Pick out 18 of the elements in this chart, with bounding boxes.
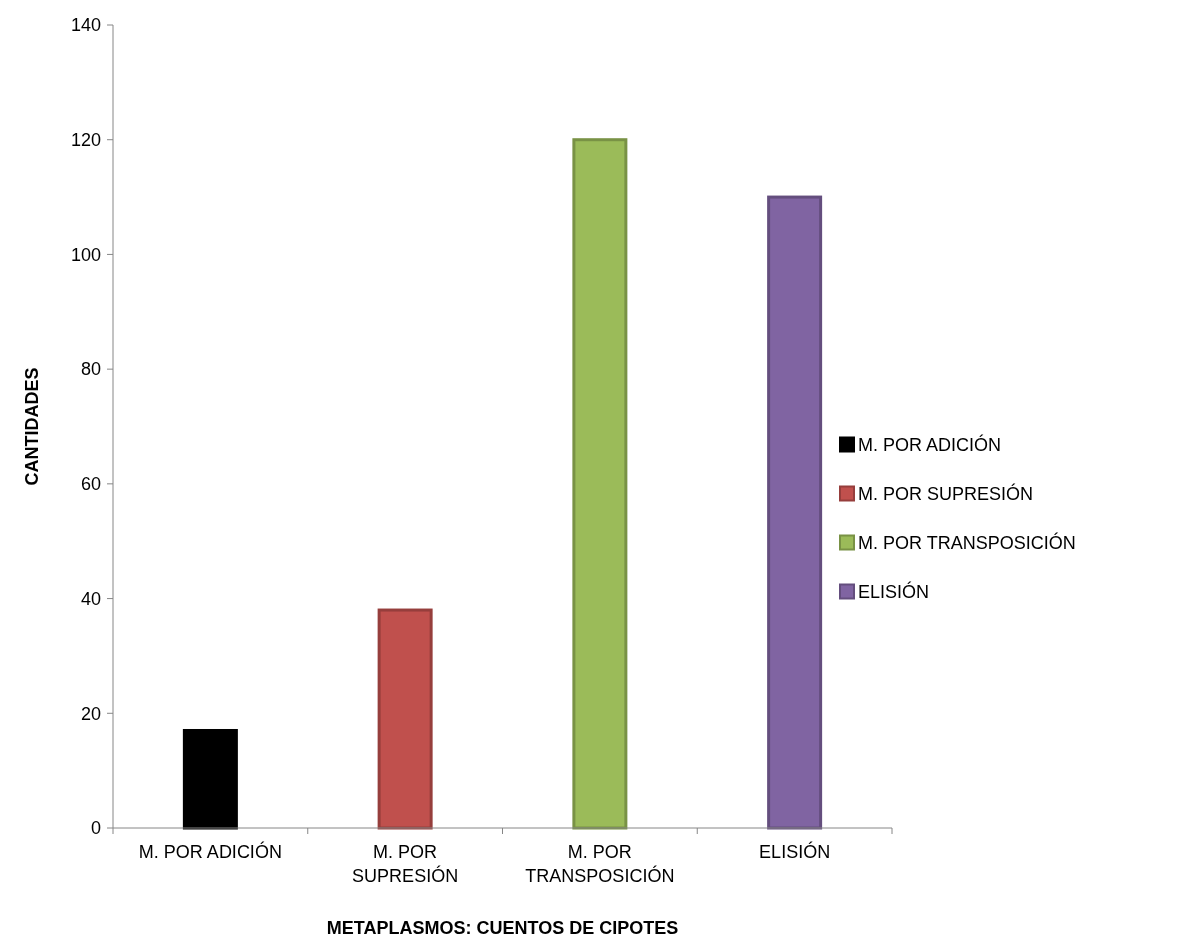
legend-label: M. POR ADICIÓN	[858, 433, 1002, 455]
y-axis-title: CANTIDADES	[22, 367, 42, 486]
legend-label: M. POR TRANSPOSICIÓN	[858, 531, 1076, 553]
x-axis-title: METAPLASMOS: CUENTOS DE CIPOTES	[326, 918, 679, 938]
y-tick-label: 0	[90, 818, 101, 839]
x-tick-label: M. POR TRANSPOSICIÓN	[525, 842, 675, 886]
y-tick-label: 60	[80, 474, 101, 495]
y-tick-label: 20	[80, 703, 101, 724]
x-tick-label: M. POR SUPRESIÓN	[352, 842, 459, 886]
x-tick-label: M. POR ADICIÓN	[138, 841, 282, 862]
legend-label: M. POR SUPRESIÓN	[858, 482, 1034, 504]
x-tick-label: ELISIÓN	[759, 841, 831, 862]
y-tick-label: 40	[80, 588, 101, 609]
legend-label: ELISIÓN	[858, 580, 930, 602]
y-tick-label: 120	[70, 130, 101, 151]
y-tick-label: 100	[70, 244, 101, 265]
y-tick-label: 80	[80, 359, 101, 380]
y-tick-label: 140	[70, 15, 101, 36]
